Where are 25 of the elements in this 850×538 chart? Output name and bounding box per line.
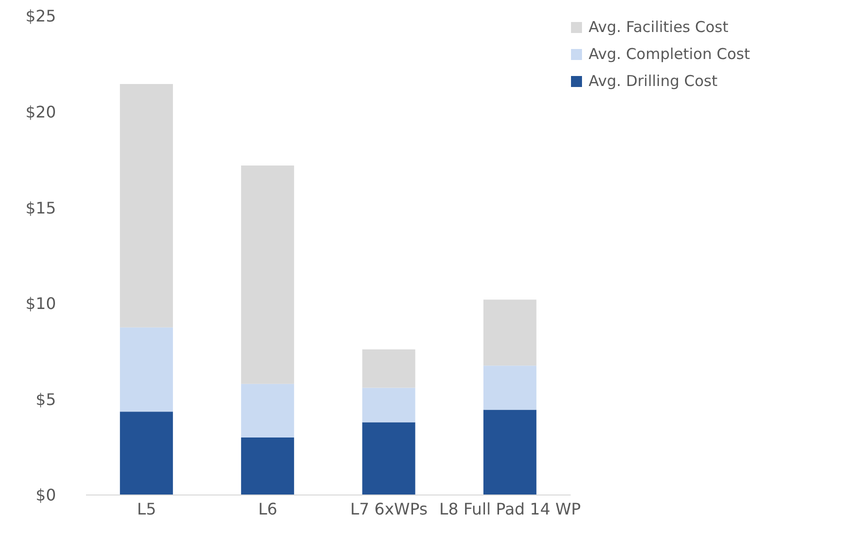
- y-tick-label: $5: [36, 390, 56, 409]
- bar: [483, 366, 536, 410]
- bar: [241, 384, 294, 438]
- legend-label: Avg. Completion Cost: [588, 45, 750, 63]
- bar: [362, 422, 416, 495]
- y-tick-label: $0: [36, 486, 56, 505]
- y-tick-label: $25: [25, 6, 56, 26]
- bar: [483, 410, 536, 495]
- legend-label: Avg. Facilities Cost: [588, 18, 728, 36]
- bar: [483, 300, 536, 366]
- y-tick-label: $20: [25, 102, 56, 122]
- bar: [362, 388, 416, 422]
- bar: [120, 327, 173, 412]
- legend-label: Avg. Drilling Cost: [588, 72, 718, 90]
- bar: [120, 412, 173, 495]
- y-tick-label: $10: [25, 294, 56, 314]
- x-tick-label: L7 6xWPs: [350, 499, 428, 518]
- bar: [120, 84, 173, 328]
- x-tick-label: L6: [258, 499, 278, 518]
- y-tick-label: $15: [25, 198, 56, 218]
- x-tick-label: L5: [137, 499, 156, 518]
- bar: [362, 349, 416, 388]
- bar: [241, 438, 294, 495]
- x-tick-label: L8 Full Pad 14 WP: [439, 499, 582, 518]
- bar: [241, 165, 294, 384]
